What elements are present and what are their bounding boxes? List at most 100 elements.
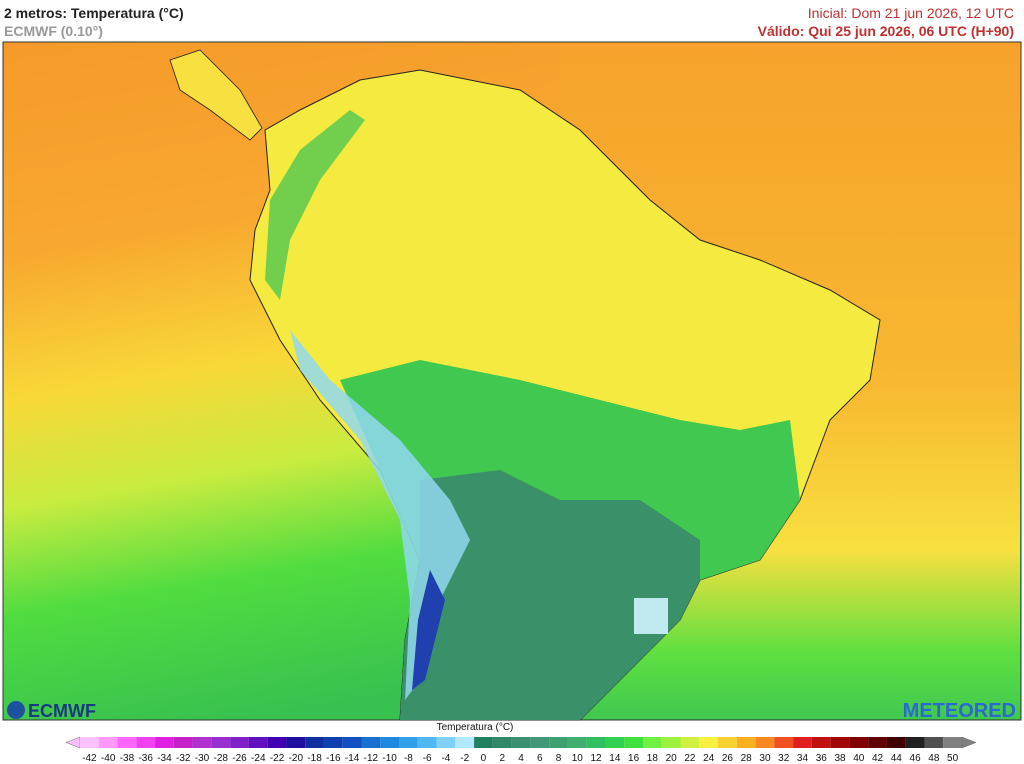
- colorbar-tick-label: -20: [289, 753, 304, 764]
- colorbar-swatch: [642, 737, 662, 748]
- colorbar-swatch: [511, 737, 531, 748]
- colorbar-tick-label: 34: [797, 753, 809, 764]
- colorbar-tick-label: 44: [891, 753, 903, 764]
- colorbar-tick-label: -4: [441, 753, 450, 764]
- colorbar-swatch: [173, 737, 193, 748]
- colorbar-swatch: [886, 737, 906, 748]
- colorbar-title: Temperatura (°C): [437, 722, 514, 733]
- colorbar-tick-label: -22: [270, 753, 285, 764]
- colorbar-swatch: [399, 737, 418, 748]
- colorbar-swatch: [549, 737, 568, 748]
- colorbar-swatch: [849, 737, 869, 748]
- colorbar-tick-label: -24: [251, 753, 266, 764]
- colorbar-swatch: [680, 737, 700, 748]
- colorbar-swatch: [155, 737, 174, 748]
- cold-spot: [634, 598, 668, 634]
- colorbar-tick-label: 50: [947, 753, 959, 764]
- andes-north: [265, 110, 365, 300]
- colorbar-swatch: [361, 737, 381, 748]
- colorbar-tick-label: -12: [364, 753, 379, 764]
- colorbar-tick-label: 24: [703, 753, 715, 764]
- colorbar-tick-label: 26: [722, 753, 734, 764]
- colorbar-swatch: [474, 737, 493, 748]
- colorbar-tick-label: 16: [628, 753, 640, 764]
- colorbar-tick-label: 18: [647, 753, 659, 764]
- colorbar-swatch: [380, 737, 400, 748]
- colorbar-swatch: [417, 737, 437, 748]
- colorbar-tick-label: -34: [157, 753, 172, 764]
- colorbar-swatch: [661, 737, 681, 748]
- colorbar-tick-label: 20: [666, 753, 678, 764]
- colorbar-tick-label: -18: [307, 753, 322, 764]
- colorbar-swatch: [624, 737, 643, 748]
- colorbar-swatch: [80, 737, 99, 748]
- colorbar-tick-label: 36: [816, 753, 828, 764]
- colorbar-swatch: [136, 737, 156, 748]
- colorbar-swatch: [305, 737, 324, 748]
- colorbar-swatch: [905, 737, 925, 748]
- colorbar-tick-label: 32: [778, 753, 790, 764]
- colorbar-swatch: [943, 737, 962, 748]
- colorbar-swatch: [868, 737, 887, 748]
- colorbar-swatch: [736, 737, 756, 748]
- colorbar-swatch: [567, 737, 587, 748]
- colorbar-tick-label: -26: [232, 753, 247, 764]
- colorbar-tick-label: 14: [609, 753, 621, 764]
- colorbar-swatch: [530, 737, 550, 748]
- colorbar-tick-label: 46: [910, 753, 922, 764]
- colorbar-tick-label: 12: [591, 753, 603, 764]
- colorbar-swatch: [586, 737, 606, 748]
- colorbar-tick-label: 22: [684, 753, 696, 764]
- cool-zone: [400, 470, 700, 720]
- colorbar-tick-label: 2: [499, 753, 505, 764]
- colorbar-tick-label: 10: [572, 753, 584, 764]
- colorbar-swatch: [492, 737, 512, 748]
- colorbar-tick-label: 4: [518, 753, 524, 764]
- colorbar-swatch: [718, 737, 737, 748]
- initial-time: Inicial: Dom 21 jun 2026, 12 UTC: [808, 5, 1014, 21]
- colorbar-swatch: [455, 737, 475, 748]
- colorbar-swatch: [286, 737, 306, 748]
- colorbar-tick-label: -2: [460, 753, 469, 764]
- colorbar-tick-label: -6: [423, 753, 432, 764]
- model-name: ECMWF (0.10°): [4, 23, 103, 39]
- colorbar-tick-label: 8: [556, 753, 562, 764]
- colorbar-swatch: [793, 737, 812, 748]
- colorbar-tick-label: -10: [382, 753, 397, 764]
- colorbar-tick-label: 0: [481, 753, 487, 764]
- colorbar-tick-label: -8: [404, 753, 413, 764]
- valid-time: Válido: Qui 25 jun 2026, 06 UTC (H+90): [758, 23, 1014, 39]
- colorbar-tick-label: 28: [741, 753, 753, 764]
- colorbar-tick-label: -40: [101, 753, 116, 764]
- colorbar-swatch: [811, 737, 831, 748]
- colorbar-tick-label: 30: [759, 753, 771, 764]
- colorbar-swatch: [211, 737, 231, 748]
- colorbar-swatch: [436, 737, 456, 748]
- colorbar-high-end: [961, 736, 977, 749]
- colorbar-tick-label: -32: [176, 753, 191, 764]
- colorbar-tick-label: -30: [195, 753, 210, 764]
- colorbar-tick-label: 40: [853, 753, 865, 764]
- ecmwf-logo: ECMWF: [28, 701, 96, 721]
- andes-very-cold: [412, 570, 445, 690]
- colorbar-swatch: [924, 737, 944, 748]
- colorbar-tick-label: -38: [120, 753, 135, 764]
- colorbar-tick-label: -14: [345, 753, 360, 764]
- colorbar-swatch: [267, 737, 287, 748]
- colorbar-swatch: [774, 737, 794, 748]
- colorbar-tick-label: 42: [872, 753, 884, 764]
- meteored-logo: METEORED: [903, 700, 1016, 722]
- colorbar-swatch: [830, 737, 850, 748]
- colorbar: -42 -40 -38 -36 -34 -32 -30 -28 -26 -24 -22 -20 -18-…: [65, 736, 977, 764]
- colorbar-tick-label: 6: [537, 753, 543, 764]
- colorbar-swatch: [192, 737, 212, 748]
- colorbar-swatch: [699, 737, 719, 748]
- logo-left: ECMWF: [7, 701, 96, 721]
- colorbar-swatch: [230, 737, 249, 748]
- colorbar-tick-label: -42: [82, 753, 97, 764]
- central-america: [169, 49, 263, 141]
- colorbar-tick-label: -28: [214, 753, 229, 764]
- colorbar-swatch: [117, 737, 137, 748]
- colorbar-swatch: [248, 737, 268, 748]
